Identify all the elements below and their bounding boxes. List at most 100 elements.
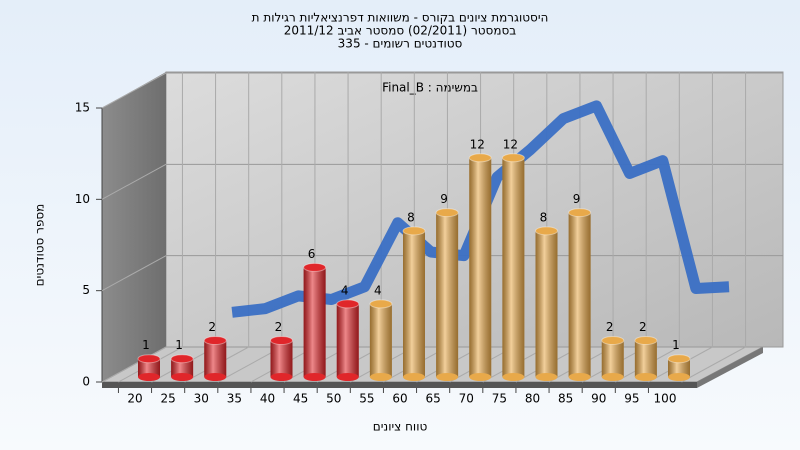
bar-top xyxy=(634,335,658,345)
floor xyxy=(101,346,764,383)
bar-shine xyxy=(303,267,326,377)
bar-top xyxy=(336,299,360,309)
bar-base xyxy=(469,373,492,381)
bar-top xyxy=(270,335,293,345)
bar-base xyxy=(336,373,359,381)
x-tick-label: 60 xyxy=(392,392,407,406)
chart-subtitle: Final_B : במשימה xyxy=(382,81,478,95)
x-tick-label: 80 xyxy=(525,392,540,406)
bar-shine xyxy=(270,340,293,377)
value-label: 2 xyxy=(208,320,216,334)
bar-top xyxy=(568,208,592,218)
value-label: 9 xyxy=(573,192,581,206)
x-tick-label: 85 xyxy=(558,392,573,406)
bar-shine xyxy=(171,358,194,377)
bar-shine xyxy=(204,340,227,377)
bar-base xyxy=(303,373,326,381)
value-label: 4 xyxy=(341,283,349,297)
bar-base xyxy=(568,373,591,381)
bar-top xyxy=(137,354,161,364)
x-tick-label: 50 xyxy=(326,392,341,406)
bar-shine xyxy=(634,340,657,377)
value-label: 4 xyxy=(374,283,382,297)
value-label: 1 xyxy=(175,338,183,352)
x-tick-label: 40 xyxy=(260,392,275,406)
bar-shine xyxy=(138,358,160,377)
value-label: 6 xyxy=(308,247,316,261)
value-label: 1 xyxy=(672,338,680,352)
x-tick-label: 20 xyxy=(127,392,142,406)
bar-base xyxy=(502,373,525,381)
x-tick-label: 100 xyxy=(654,392,677,406)
bar-top xyxy=(435,208,459,218)
bar-base xyxy=(436,373,459,381)
floor-edge xyxy=(697,347,763,388)
bar-shine xyxy=(535,230,558,377)
grid-line xyxy=(101,346,167,383)
y-tick-label: 5 xyxy=(82,283,90,297)
x-tick-label: 45 xyxy=(293,392,308,406)
x-tick-label: 55 xyxy=(359,392,374,406)
x-tick-label: 75 xyxy=(492,392,507,406)
bar-shine xyxy=(502,157,525,377)
value-label: 8 xyxy=(540,210,548,224)
x-tick-label: 90 xyxy=(591,392,606,406)
bar-top xyxy=(601,335,625,345)
y-tick-label: 0 xyxy=(82,375,90,389)
bar-base xyxy=(369,373,392,381)
value-label: 8 xyxy=(407,210,415,224)
bar-base xyxy=(171,373,194,381)
value-label: 2 xyxy=(606,320,614,334)
x-tick-label: 30 xyxy=(194,392,209,406)
x-tick-label: 35 xyxy=(227,392,242,406)
bar-top xyxy=(303,262,327,272)
chart-title: בסמסטר (02/2011) סמסטר אביב 2011/12 xyxy=(284,24,516,38)
bar-base xyxy=(601,373,624,381)
x-tick-label: 95 xyxy=(624,392,639,406)
bar-top xyxy=(369,299,393,309)
bar-top xyxy=(667,354,691,364)
chart-title: היסטוגרמת ציונים בקורס - משוואות דפרנציא… xyxy=(252,11,549,25)
bar-shine xyxy=(436,212,459,377)
x-axis-label: טווח ציונים xyxy=(373,420,428,434)
bar-shine xyxy=(403,230,425,377)
x-tick-label: 70 xyxy=(459,392,474,406)
grid-line xyxy=(101,72,167,109)
bar-shine xyxy=(469,157,492,377)
grid-line xyxy=(101,163,167,200)
floor-edge xyxy=(102,382,697,388)
bar-base xyxy=(668,373,690,381)
x-tick-label: 25 xyxy=(160,392,175,406)
bar-top xyxy=(170,354,194,364)
bar-top xyxy=(468,153,492,163)
bar-base xyxy=(403,373,425,381)
bar-base xyxy=(634,373,657,381)
bar-base xyxy=(535,373,558,381)
bar-base xyxy=(204,373,227,381)
y-tick-label: 15 xyxy=(75,101,90,115)
bar-top xyxy=(402,226,426,236)
bar-shine xyxy=(336,303,359,377)
grid-line xyxy=(101,255,167,292)
y-axis-label: מספר סטודנטים xyxy=(33,204,47,287)
value-label: 2 xyxy=(639,320,647,334)
value-label: 2 xyxy=(275,320,283,334)
bar-top xyxy=(501,153,525,163)
left-wall xyxy=(102,72,166,382)
bar-base xyxy=(138,373,160,381)
value-label: 12 xyxy=(470,137,485,151)
bar-base xyxy=(270,373,293,381)
chart-title: 335 - סטודנטים רשומים xyxy=(338,37,463,51)
x-tick-label: 65 xyxy=(425,392,440,406)
value-label: 12 xyxy=(503,137,518,151)
bar-shine xyxy=(369,303,392,377)
bar-shine xyxy=(568,212,591,377)
bar-shine xyxy=(601,340,624,377)
floor-line xyxy=(681,346,746,383)
value-label: 1 xyxy=(142,338,150,352)
bar-shine xyxy=(668,358,690,377)
value-label: 9 xyxy=(440,192,448,206)
y-tick-label: 10 xyxy=(75,192,90,206)
bar-top xyxy=(203,335,227,345)
